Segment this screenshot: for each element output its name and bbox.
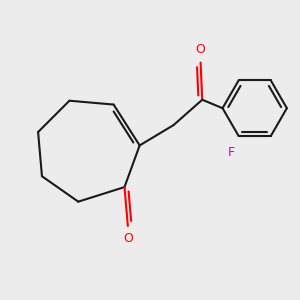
Text: F: F (228, 146, 235, 158)
Text: O: O (123, 232, 133, 245)
Text: O: O (196, 44, 206, 56)
